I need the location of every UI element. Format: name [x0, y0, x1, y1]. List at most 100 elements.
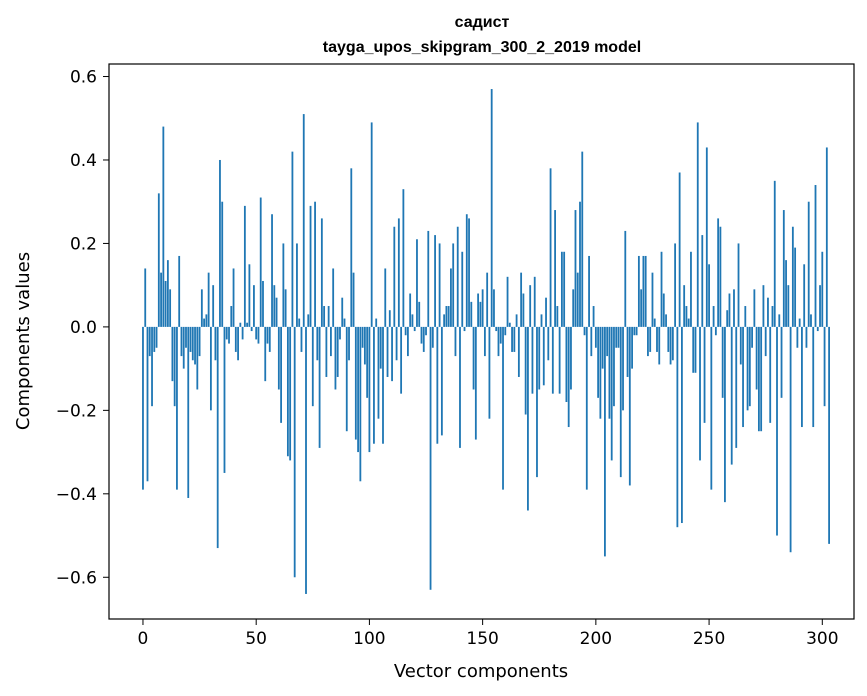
bar [585, 326, 588, 490]
bar [604, 326, 606, 557]
x-tick-label: 50 [245, 629, 267, 649]
bar [744, 306, 747, 327]
bar [336, 326, 339, 377]
plot-frame [108, 63, 855, 620]
bar [506, 276, 509, 327]
bar [162, 126, 165, 327]
bar [250, 326, 253, 332]
bar [305, 326, 307, 594]
bar [719, 226, 722, 327]
bar [185, 326, 187, 348]
bar [771, 306, 774, 327]
bar [714, 326, 717, 336]
bar [153, 326, 156, 352]
bar [176, 326, 178, 490]
bar [146, 326, 149, 482]
bar [169, 289, 172, 327]
bar [798, 318, 801, 327]
bar [429, 326, 432, 590]
bar [259, 197, 262, 327]
bar [622, 326, 624, 411]
bar [671, 326, 674, 361]
bar [547, 326, 550, 361]
bar [384, 268, 387, 327]
bar [807, 201, 810, 327]
bar [479, 301, 482, 327]
bar [282, 243, 285, 327]
bar [628, 326, 631, 486]
bar [203, 318, 206, 327]
bar [465, 214, 468, 327]
bar [665, 314, 667, 327]
bar [782, 210, 785, 327]
bar [393, 226, 396, 327]
bar [298, 318, 301, 327]
bar [626, 326, 629, 377]
y-axis-label: Components values [13, 252, 34, 430]
bar [748, 326, 751, 407]
bar [531, 326, 534, 394]
bar [606, 326, 609, 357]
bar [486, 272, 489, 327]
bar [823, 326, 826, 407]
bar [300, 326, 303, 352]
bar [264, 326, 267, 382]
bar [635, 326, 638, 336]
bar [560, 251, 563, 327]
bar [350, 168, 353, 327]
bar [388, 310, 391, 327]
bar [450, 268, 452, 327]
bar [427, 230, 430, 327]
bar [246, 322, 249, 327]
bar [341, 297, 344, 327]
bar [730, 326, 733, 465]
y-tick-label: 0.4 [70, 151, 97, 171]
bar [821, 251, 824, 327]
bar [757, 326, 760, 432]
bar [407, 326, 409, 357]
bar [574, 210, 577, 327]
bar [785, 260, 787, 327]
bar [373, 326, 375, 444]
bar [515, 314, 518, 327]
bar [395, 326, 398, 361]
bar [613, 326, 615, 407]
bar [513, 326, 516, 352]
bar [511, 326, 513, 352]
bar [733, 289, 735, 327]
bar [502, 326, 504, 490]
bar [570, 326, 572, 390]
bar [171, 326, 174, 382]
bar [527, 326, 529, 511]
bar [382, 326, 384, 444]
bar [631, 326, 633, 369]
bar [440, 326, 443, 436]
bar [296, 243, 298, 327]
bar [581, 151, 584, 327]
bar [504, 326, 507, 336]
bar [708, 264, 710, 327]
bar [445, 306, 448, 327]
bar [803, 264, 806, 327]
x-tick-label: 100 [353, 629, 385, 649]
x-tick-label: 250 [693, 629, 725, 649]
bar [801, 326, 803, 428]
bar [794, 247, 797, 327]
bar [463, 326, 466, 332]
bar [286, 326, 289, 457]
bar [522, 293, 525, 327]
bar [753, 289, 756, 327]
bar [228, 326, 230, 344]
bar [690, 251, 692, 327]
bar [189, 326, 192, 352]
bar [271, 214, 273, 327]
bar [280, 326, 282, 423]
bar [755, 326, 758, 390]
bar [556, 306, 559, 327]
bar [275, 297, 278, 327]
bar [327, 306, 330, 327]
bar [825, 147, 828, 327]
bar [194, 326, 196, 365]
bar [422, 326, 425, 352]
bar [619, 326, 622, 478]
